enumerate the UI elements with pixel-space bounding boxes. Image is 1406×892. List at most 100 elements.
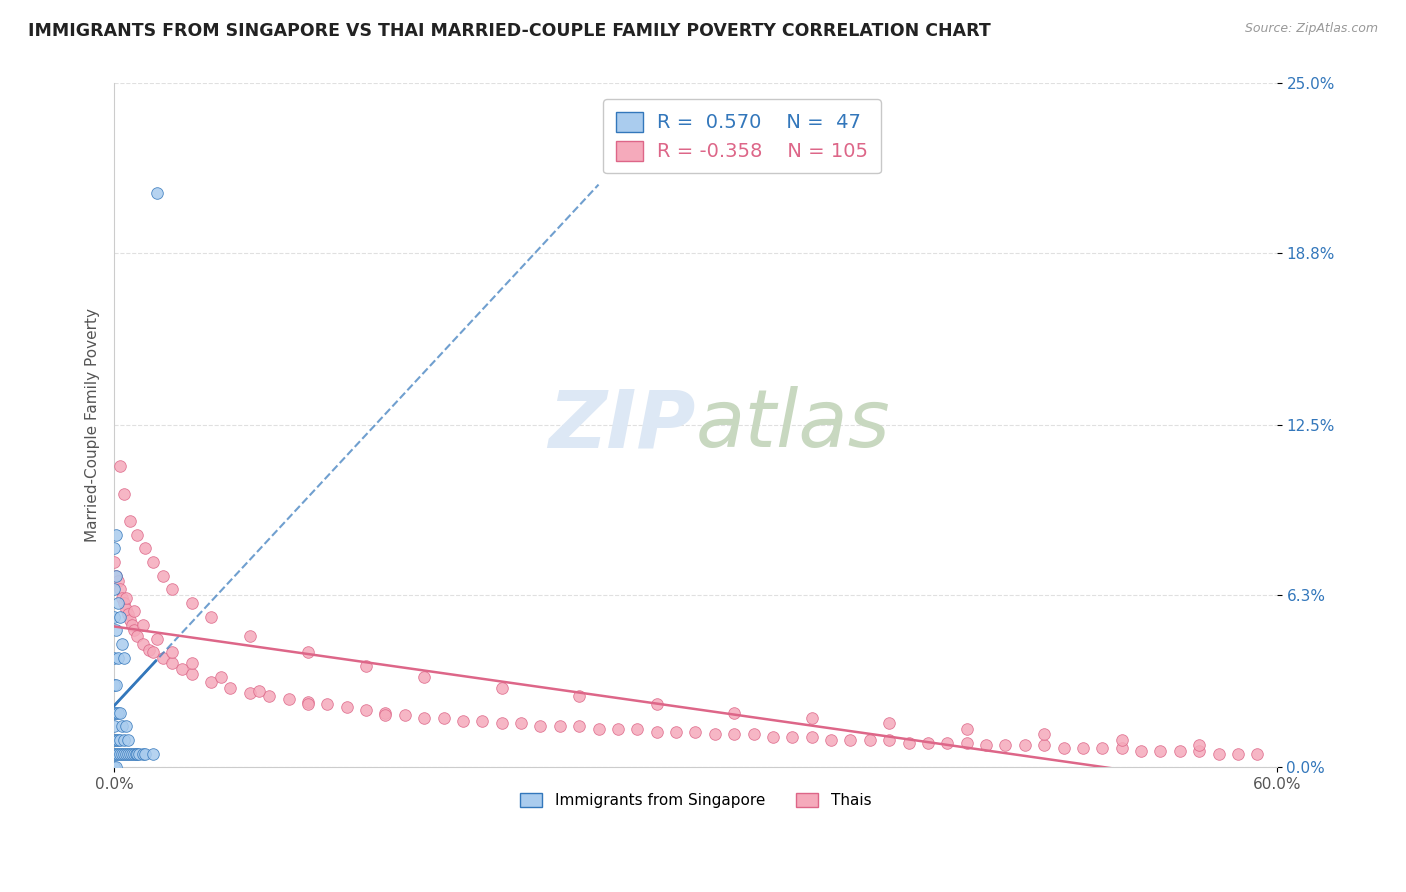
Point [103,582,125,597]
Point [108,706,131,720]
Point [103,760,125,774]
Point [127,747,149,761]
Point [1246,747,1268,761]
Point [974,739,997,753]
Point [413,711,436,725]
Point [112,732,135,747]
Text: IMMIGRANTS FROM SINGAPORE VS THAI MARRIED-COUPLE FAMILY POVERTY CORRELATION CHAR: IMMIGRANTS FROM SINGAPORE VS THAI MARRIE… [28,22,991,40]
Point [703,727,725,741]
Point [917,736,939,750]
Point [297,698,319,712]
Point [1111,741,1133,756]
Point [152,650,174,665]
Point [877,732,900,747]
Point [374,706,396,720]
Point [122,747,145,761]
Point [111,591,134,605]
Point [239,686,262,700]
Point [336,700,359,714]
Point [782,730,804,744]
Point [107,747,129,761]
Point [118,747,141,761]
Point [103,732,125,747]
Point [105,732,128,747]
Point [239,629,262,643]
Point [111,637,134,651]
Point [1188,744,1211,758]
Point [112,747,135,761]
Point [859,732,882,747]
Y-axis label: Married-Couple Family Poverty: Married-Couple Family Poverty [86,309,100,542]
Point [124,747,146,761]
Point [170,662,193,676]
Legend: Immigrants from Singapore, Thais: Immigrants from Singapore, Thais [513,787,877,814]
Point [219,681,242,695]
Point [762,730,785,744]
Point [354,703,377,717]
Point [277,691,299,706]
Point [645,724,668,739]
Point [112,596,135,610]
Point [162,645,184,659]
Point [200,675,222,690]
Point [209,670,232,684]
Point [723,727,745,741]
Point [297,645,319,659]
Point [249,683,271,698]
Point [142,645,165,659]
Point [146,186,169,200]
Point [103,747,125,761]
Point [127,528,149,542]
Point [568,719,591,733]
Point [107,732,129,747]
Point [103,541,125,556]
Point [956,722,979,736]
Point [820,732,842,747]
Point [122,604,145,618]
Point [723,706,745,720]
Text: Source: ZipAtlas.com: Source: ZipAtlas.com [1244,22,1378,36]
Point [105,624,128,638]
Point [122,624,145,638]
Point [548,719,571,733]
Point [180,596,202,610]
Point [114,719,136,733]
Point [897,736,920,750]
Point [1052,741,1074,756]
Point [1168,744,1191,758]
Point [114,601,136,615]
Point [105,568,128,582]
Point [568,689,591,703]
Point [105,568,128,582]
Point [839,732,862,747]
Point [114,747,136,761]
Point [108,582,131,597]
Point [105,678,128,692]
Point [1226,747,1249,761]
Point [200,609,222,624]
Point [108,459,131,474]
Point [685,724,707,739]
Point [107,650,129,665]
Point [105,747,128,761]
Point [117,607,139,621]
Point [103,555,125,569]
Point [180,657,202,671]
Point [118,613,141,627]
Point [491,681,513,695]
Point [108,609,131,624]
Point [142,555,165,569]
Point [451,714,474,728]
Point [146,632,169,646]
Point [1033,739,1056,753]
Point [152,568,174,582]
Point [103,719,125,733]
Point [257,689,280,703]
Point [134,541,156,556]
Point [103,678,125,692]
Point [132,747,155,761]
Point [138,642,160,657]
Point [107,596,129,610]
Point [134,747,156,761]
Point [103,650,125,665]
